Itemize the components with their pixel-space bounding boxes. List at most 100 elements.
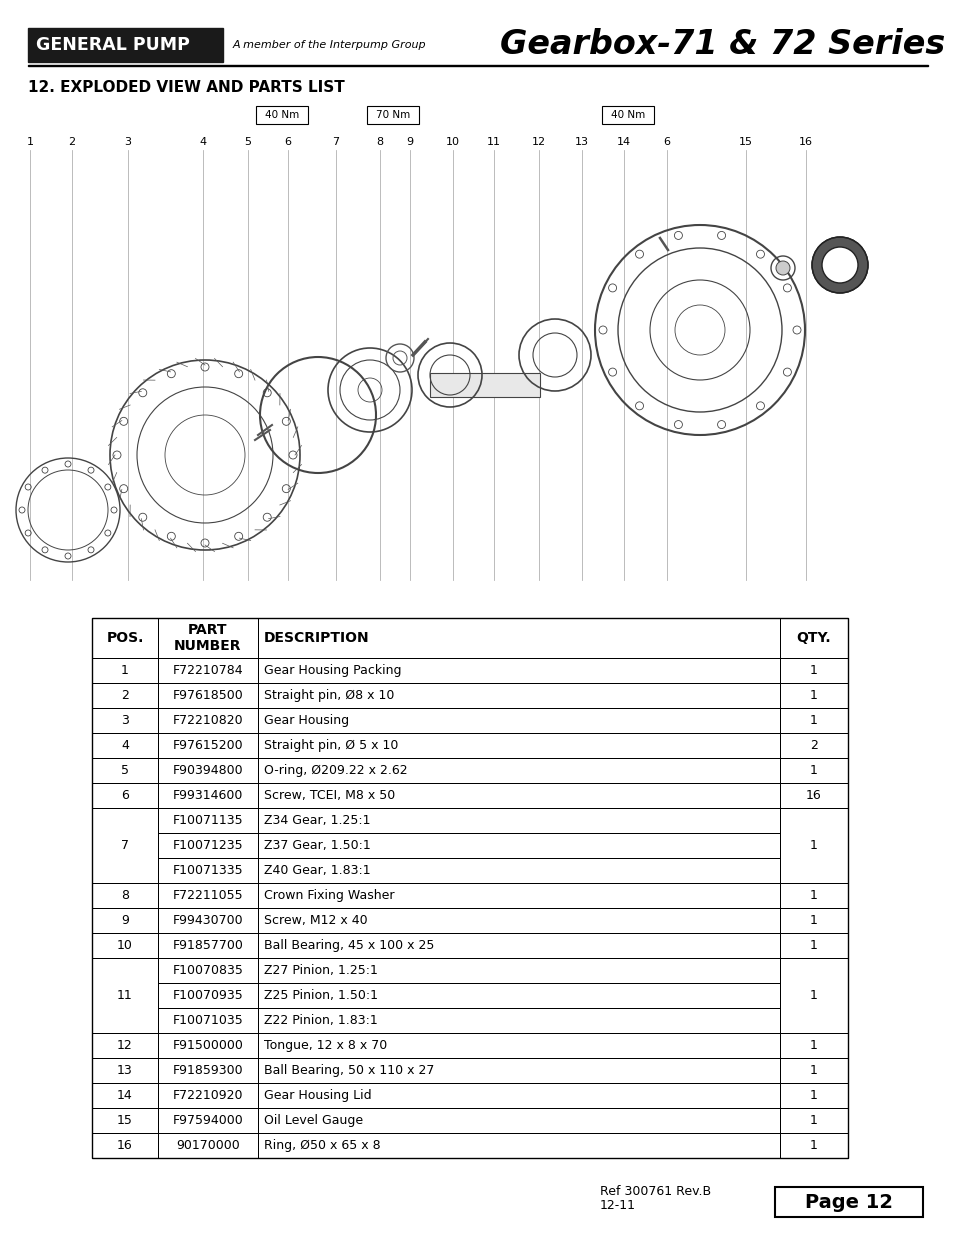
Bar xyxy=(257,783,780,808)
Bar xyxy=(257,618,780,658)
Bar xyxy=(91,1058,158,1083)
Text: Page 12: Page 12 xyxy=(804,1193,892,1212)
Bar xyxy=(774,1187,923,1216)
Bar xyxy=(257,658,780,683)
Bar xyxy=(91,908,158,932)
Bar xyxy=(158,1008,257,1032)
Text: 12. EXPLODED VIEW AND PARTS LIST: 12. EXPLODED VIEW AND PARTS LIST xyxy=(28,80,344,95)
Text: F10071335: F10071335 xyxy=(172,864,243,877)
Bar xyxy=(158,1058,257,1083)
Text: F10071235: F10071235 xyxy=(172,839,243,852)
Bar xyxy=(780,958,847,1032)
Text: Z22 Pinion, 1.83:1: Z22 Pinion, 1.83:1 xyxy=(264,1014,377,1028)
Text: 6: 6 xyxy=(662,137,670,147)
Text: F10070935: F10070935 xyxy=(172,989,243,1002)
Text: Z40 Gear, 1.83:1: Z40 Gear, 1.83:1 xyxy=(264,864,370,877)
Text: Gearbox-71 & 72 Series: Gearbox-71 & 72 Series xyxy=(499,28,944,62)
Bar xyxy=(91,883,158,908)
Circle shape xyxy=(821,247,857,283)
Text: 14: 14 xyxy=(117,1089,132,1102)
Text: Gear Housing: Gear Housing xyxy=(264,714,349,727)
Text: Ball Bearing, 50 x 110 x 27: Ball Bearing, 50 x 110 x 27 xyxy=(264,1065,434,1077)
Bar xyxy=(158,958,257,983)
Text: O-ring, Ø209.22 x 2.62: O-ring, Ø209.22 x 2.62 xyxy=(264,764,407,777)
Bar xyxy=(158,932,257,958)
Bar xyxy=(257,1083,780,1108)
Bar xyxy=(158,1032,257,1058)
Bar xyxy=(91,658,158,683)
Text: 13: 13 xyxy=(575,137,588,147)
Bar xyxy=(257,883,780,908)
Text: Ball Bearing, 45 x 100 x 25: Ball Bearing, 45 x 100 x 25 xyxy=(264,939,434,952)
Bar xyxy=(780,734,847,758)
Bar xyxy=(257,932,780,958)
Bar xyxy=(158,883,257,908)
Bar xyxy=(158,1108,257,1132)
Text: 40 Nm: 40 Nm xyxy=(610,110,644,120)
Bar xyxy=(91,1132,158,1158)
Text: 70 Nm: 70 Nm xyxy=(375,110,410,120)
Bar xyxy=(257,983,780,1008)
Text: A member of the Interpump Group: A member of the Interpump Group xyxy=(233,40,426,49)
Text: 12: 12 xyxy=(117,1039,132,1052)
Bar xyxy=(91,683,158,708)
Bar xyxy=(158,618,257,658)
Text: 1: 1 xyxy=(809,689,817,701)
Text: 1: 1 xyxy=(809,1139,817,1152)
Text: 13: 13 xyxy=(117,1065,132,1077)
Bar xyxy=(780,618,847,658)
Text: F99314600: F99314600 xyxy=(172,789,243,802)
Text: Z27 Pinion, 1.25:1: Z27 Pinion, 1.25:1 xyxy=(264,965,377,977)
Bar xyxy=(257,908,780,932)
Bar xyxy=(91,734,158,758)
Bar xyxy=(257,1108,780,1132)
Text: 4: 4 xyxy=(199,137,207,147)
Text: F72210920: F72210920 xyxy=(172,1089,243,1102)
Text: 1: 1 xyxy=(121,664,129,677)
Text: 2: 2 xyxy=(809,739,817,752)
Text: DESCRIPTION: DESCRIPTION xyxy=(264,631,369,645)
Bar xyxy=(780,758,847,783)
Text: 6: 6 xyxy=(284,137,292,147)
Bar xyxy=(780,708,847,734)
Bar xyxy=(158,1132,257,1158)
Bar xyxy=(158,683,257,708)
Text: 1: 1 xyxy=(809,714,817,727)
Text: Z25 Pinion, 1.50:1: Z25 Pinion, 1.50:1 xyxy=(264,989,377,1002)
Text: 15: 15 xyxy=(117,1114,132,1128)
Bar xyxy=(91,1032,158,1058)
Bar xyxy=(780,808,847,883)
Text: F72210784: F72210784 xyxy=(172,664,243,677)
Bar xyxy=(255,106,308,124)
Text: Screw, M12 x 40: Screw, M12 x 40 xyxy=(264,914,367,927)
Text: 8: 8 xyxy=(121,889,129,902)
Bar xyxy=(780,1108,847,1132)
Bar xyxy=(158,1083,257,1108)
Bar xyxy=(158,983,257,1008)
Text: Tongue, 12 x 8 x 70: Tongue, 12 x 8 x 70 xyxy=(264,1039,387,1052)
Bar xyxy=(367,106,418,124)
Bar xyxy=(257,808,780,832)
Text: 1: 1 xyxy=(809,939,817,952)
Text: 1: 1 xyxy=(809,1039,817,1052)
Bar xyxy=(158,832,257,858)
Bar xyxy=(257,734,780,758)
Text: 2: 2 xyxy=(69,137,75,147)
Bar xyxy=(158,783,257,808)
Bar xyxy=(780,932,847,958)
Bar xyxy=(257,708,780,734)
Bar xyxy=(91,758,158,783)
Bar xyxy=(91,783,158,808)
Bar xyxy=(257,618,780,658)
Bar xyxy=(158,858,257,883)
Bar xyxy=(780,1032,847,1058)
Text: Gear Housing Packing: Gear Housing Packing xyxy=(264,664,401,677)
Bar xyxy=(257,1058,780,1083)
Bar xyxy=(158,908,257,932)
Bar xyxy=(780,658,847,683)
Text: Gear Housing Lid: Gear Housing Lid xyxy=(264,1089,372,1102)
Text: GENERAL PUMP: GENERAL PUMP xyxy=(36,36,190,54)
Text: 90170000: 90170000 xyxy=(176,1139,239,1152)
Text: 5: 5 xyxy=(244,137,252,147)
Bar xyxy=(91,958,158,1032)
